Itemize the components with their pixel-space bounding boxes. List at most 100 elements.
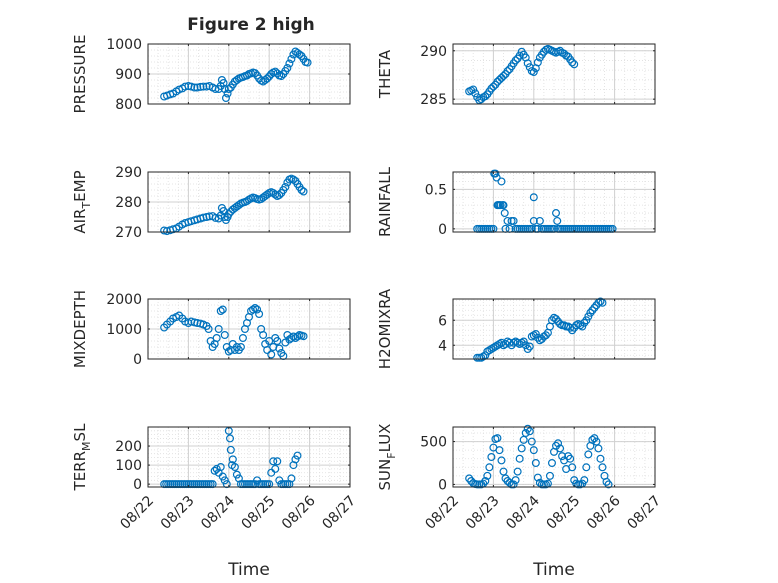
data-point [568,58,577,67]
data-point [590,303,599,312]
data-point [218,305,227,314]
data-series [465,424,613,489]
data-point [265,337,274,346]
data-point [592,437,601,446]
data-point [218,472,227,481]
data-point [293,451,302,460]
subplot-h2omixra: 4 6 H2OMIXRA [376,288,656,369]
y-axis-label-main: RAINFALL [376,166,394,237]
tick-marks [147,171,351,233]
data-point [493,434,502,443]
data-point [533,58,542,67]
y-tick-label: 285 [420,92,447,108]
data-series [160,426,302,489]
y-axis-label: RAINFALL [376,166,394,237]
data-point [277,72,286,81]
data-point [576,321,585,330]
data-point [293,332,302,341]
y-tick-label: 500 [420,435,447,451]
data-point [214,325,223,334]
y-tick-label: 200 [115,439,142,455]
data-point [259,331,268,340]
data-point [224,210,233,219]
data-point [529,193,538,202]
data-point [251,480,260,489]
data-point [295,50,304,59]
y-tick-label: 290 [115,165,142,181]
data-point [517,338,526,347]
data-point [483,347,492,356]
data-point [499,201,508,210]
data-point [525,63,534,72]
data-point [275,344,284,353]
data-point [479,352,488,361]
data-point [210,466,219,475]
data-series [160,304,308,361]
y-axis-label-subscript: T [80,202,93,210]
data-point [216,463,225,472]
data-point [545,471,554,480]
data-series [160,174,308,236]
data-point [499,71,508,80]
data-point [491,342,500,351]
data-point [181,82,190,91]
subplot-mixdepth: 0 1000 2000 MIXDEPTH [71,290,351,368]
data-point [582,463,591,472]
data-point [273,457,282,466]
data-point [535,216,544,225]
y-axis-label: TERRMSL [71,423,93,492]
data-point [491,169,500,178]
data-point [208,480,217,489]
data-point [588,435,597,444]
data-point [285,59,294,68]
tick-marks [147,427,351,487]
data-point [242,71,251,80]
y-tick-label: 0 [438,477,447,493]
data-point [216,307,225,316]
y-axis-label-rest: EMP [71,170,89,201]
data-point [493,341,502,350]
y-tick-label: 4 [438,338,447,354]
data-point [267,350,276,359]
data-point [234,201,243,210]
y-tick-label: 0 [438,222,447,238]
data-point [517,444,526,453]
y-axis-label-rest: LUX [376,424,394,453]
y-tick-label: 0 [133,477,142,493]
data-point [552,209,561,218]
data-point [513,467,522,476]
data-point [570,60,579,69]
data-point [232,470,241,479]
x-axis-label: Time [227,560,270,580]
data-point [265,480,274,489]
data-point [187,82,196,91]
data-point [523,345,532,354]
data-point [251,304,260,313]
data-point [580,318,589,327]
y-tick-label: 280 [115,195,142,211]
data-point [500,209,509,218]
data-point [303,58,312,67]
data-point [495,340,504,349]
data-point [487,453,496,462]
y-tick-label: 900 [115,67,142,83]
minor-grid [148,426,350,487]
data-point [553,216,562,225]
y-axis-label-main: H2OMIXRA [376,288,394,369]
tick-marks [147,298,351,360]
data-point [588,306,597,315]
data-point [238,334,247,343]
subplot-rainfall: 0 0.5 RAINFALL [376,166,656,238]
y-tick-label: 2000 [106,292,142,308]
data-point [283,63,292,72]
data-point [596,297,605,306]
data-point [287,54,296,63]
data-point [228,455,237,464]
y-tick-label: 100 [115,458,142,474]
tick-marks [147,43,351,105]
data-point [267,69,276,78]
data-point [273,69,282,78]
data-point [224,84,233,93]
